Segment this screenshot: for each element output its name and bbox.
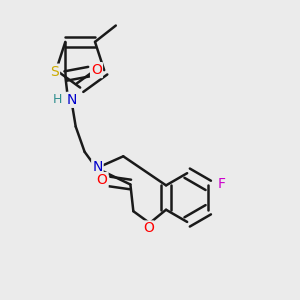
Text: O: O bbox=[143, 221, 154, 236]
Text: H: H bbox=[52, 93, 62, 106]
Text: O: O bbox=[91, 63, 102, 77]
Text: N: N bbox=[92, 160, 103, 174]
Text: N: N bbox=[67, 93, 77, 107]
Text: S: S bbox=[50, 64, 59, 79]
Text: O: O bbox=[97, 173, 108, 187]
Text: F: F bbox=[218, 177, 226, 191]
